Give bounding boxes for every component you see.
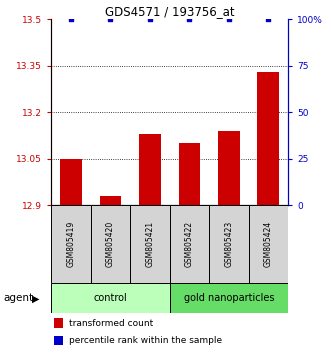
Bar [209, 205, 249, 283]
Text: GSM805423: GSM805423 [224, 221, 233, 267]
Text: GSM805419: GSM805419 [67, 221, 75, 267]
Text: transformed count: transformed count [69, 319, 153, 328]
Bar [100, 196, 121, 205]
Point [108, 17, 113, 22]
Point [187, 17, 192, 22]
Bar [249, 205, 288, 283]
Title: GDS4571 / 193756_at: GDS4571 / 193756_at [105, 5, 234, 18]
Bar [169, 283, 288, 313]
Bar [218, 131, 240, 205]
Bar [91, 205, 130, 283]
Bar [169, 205, 209, 283]
Bar [60, 159, 82, 205]
Point [226, 17, 231, 22]
Point [265, 17, 271, 22]
Bar [54, 319, 63, 328]
Text: GSM805422: GSM805422 [185, 221, 194, 267]
Point [147, 17, 153, 22]
Bar [51, 205, 91, 283]
Text: percentile rank within the sample: percentile rank within the sample [69, 336, 222, 345]
Bar [139, 134, 161, 205]
Text: agent: agent [3, 293, 33, 303]
Bar [258, 72, 279, 205]
Text: control: control [94, 293, 127, 303]
Text: ▶: ▶ [32, 293, 40, 303]
Text: GSM805421: GSM805421 [145, 221, 155, 267]
Text: GSM805420: GSM805420 [106, 221, 115, 267]
Bar [54, 336, 63, 346]
Bar [130, 205, 169, 283]
Text: gold nanoparticles: gold nanoparticles [184, 293, 274, 303]
Point [69, 17, 74, 22]
Bar [178, 143, 200, 205]
Bar [51, 283, 169, 313]
Text: GSM805424: GSM805424 [264, 221, 273, 267]
